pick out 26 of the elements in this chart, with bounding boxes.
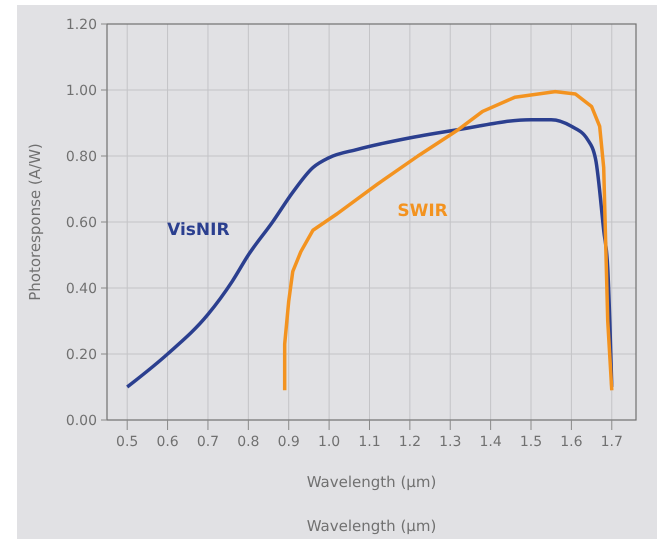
y-tick-label: 0.20 (66, 347, 97, 363)
x-tick-label: 1.7 (600, 434, 623, 450)
x-tick-label: 1.4 (479, 434, 502, 450)
x-tick-label: 1.1 (358, 434, 381, 450)
y-tick-label: 0.60 (66, 215, 97, 231)
series-label: VisNIR (167, 220, 230, 240)
x-tick-label: 0.6 (156, 434, 179, 450)
x-tick-label: 0.5 (116, 434, 138, 450)
y-tick-label: 0.40 (66, 281, 97, 297)
x-tick-label: 1.2 (398, 434, 421, 450)
y-tick-label: 0.00 (66, 413, 97, 429)
x-tick-label: 1.0 (318, 434, 340, 450)
y-tick-label: 1.00 (66, 83, 97, 99)
x-tick-label: 0.8 (237, 434, 260, 450)
text: Wavelength (µm) (306, 517, 436, 535)
y-tick-label: 1.20 (66, 17, 97, 33)
y-tick-label: 0.80 (66, 149, 97, 165)
x-tick-label: 0.7 (196, 434, 220, 450)
x-axis-title: Wavelength (µm) (306, 473, 436, 491)
x-tick-label: 1.6 (560, 434, 583, 450)
x-tick-label: 1.3 (439, 434, 462, 450)
x-tick-label: 1.5 (520, 434, 542, 450)
x-tick-label: 0.9 (278, 434, 300, 450)
y-axis-title: Photoresponse (A/W) (26, 143, 44, 301)
line-series (282, 90, 614, 392)
series-label: SWIR (397, 201, 448, 222)
